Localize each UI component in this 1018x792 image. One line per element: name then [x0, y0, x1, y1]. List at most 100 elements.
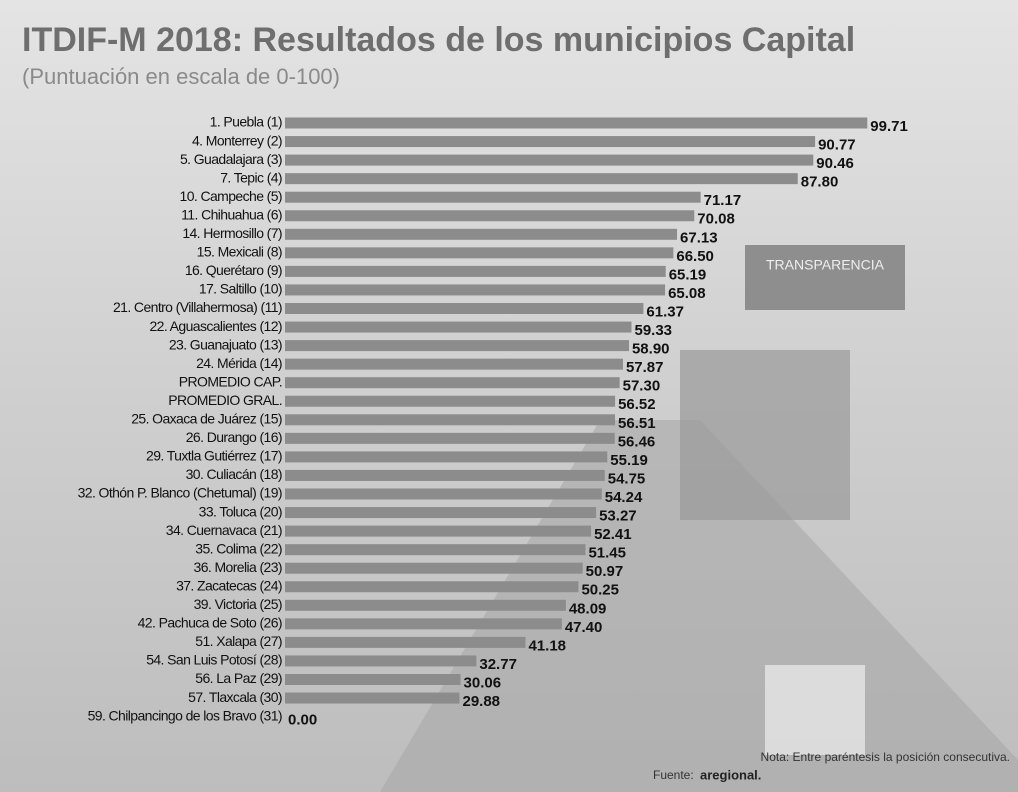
- category-label: 29. Tuxtla Gutiérrez (17): [146, 448, 282, 464]
- category-label: 22. Aguascalientes (12): [149, 318, 282, 334]
- bar: [285, 340, 629, 351]
- category-label: 24. Mérida (14): [196, 355, 282, 371]
- value-label: 56.46: [618, 433, 656, 450]
- bar: [285, 655, 476, 666]
- value-label: 99.71: [870, 118, 908, 135]
- value-label: 47.40: [565, 619, 603, 636]
- bar: [285, 396, 615, 407]
- chart: TRANSPARENCIA ITDIF-M 2018: Resultados d…: [0, 0, 1018, 792]
- sign-text: TRANSPARENCIA: [766, 257, 885, 273]
- value-label: 32.77: [479, 656, 517, 673]
- value-label: 57.87: [626, 359, 664, 376]
- bar: [285, 414, 615, 425]
- category-label: PROMEDIO CAP.: [179, 373, 282, 389]
- bar: [285, 693, 459, 704]
- bar: [285, 247, 673, 258]
- value-label: 70.08: [697, 211, 735, 228]
- bar: [285, 173, 798, 184]
- value-label: 53.27: [599, 508, 637, 525]
- note: Nota: Entre paréntesis la posición conse…: [761, 750, 1010, 764]
- value-label: 90.77: [818, 137, 856, 154]
- category-label: 7. Tepic (4): [220, 169, 282, 185]
- source: aregional.: [700, 767, 761, 782]
- truck: [680, 350, 850, 520]
- value-label: 61.37: [646, 303, 684, 320]
- category-label: 23. Guanajuato (13): [169, 336, 282, 352]
- value-label: 59.33: [634, 322, 672, 339]
- value-label: 56.52: [618, 396, 656, 413]
- value-label: 55.19: [610, 452, 648, 469]
- category-label: 42. Pachuca de Soto (26): [138, 615, 282, 631]
- value-label: 0.00: [288, 712, 317, 729]
- category-label: 4. Monterrey (2): [192, 132, 282, 148]
- value-label: 29.88: [462, 693, 500, 710]
- bar: [285, 377, 620, 388]
- bar: [285, 303, 643, 314]
- bar: [285, 359, 623, 370]
- bar: [285, 618, 562, 629]
- chart-title: ITDIF-M 2018: Resultados de los municipi…: [22, 21, 855, 59]
- bar: [285, 526, 591, 537]
- bar: [285, 229, 677, 240]
- value-label: 56.51: [618, 415, 656, 432]
- value-label: 71.17: [704, 192, 742, 209]
- bar: [285, 210, 694, 221]
- category-label: 26. Durango (16): [186, 429, 282, 445]
- value-label: 67.13: [680, 229, 718, 246]
- value-label: 54.75: [608, 470, 646, 487]
- category-label: 35. Colima (22): [195, 540, 282, 556]
- value-label: 30.06: [464, 674, 502, 691]
- bar: [285, 451, 607, 462]
- bar: [285, 118, 867, 129]
- value-label: 58.90: [632, 341, 670, 358]
- value-label: 50.97: [586, 563, 624, 580]
- value-label: 65.19: [669, 266, 707, 283]
- category-label: 1. Puebla (1): [210, 114, 282, 130]
- category-label: 25. Oaxaca de Juárez (15): [131, 411, 282, 427]
- value-label: 50.25: [581, 582, 619, 599]
- category-label: 16. Querétaro (9): [185, 262, 282, 278]
- bar: [285, 489, 602, 500]
- bar: [285, 674, 461, 685]
- category-label: 17. Saltillo (10): [199, 281, 282, 297]
- value-label: 41.18: [528, 637, 566, 654]
- source-label: Fuente:: [653, 768, 694, 782]
- bar: [285, 433, 615, 444]
- category-label: 51. Xalapa (27): [195, 633, 282, 649]
- category-label: 36. Morelia (23): [194, 559, 282, 575]
- bar: [285, 322, 631, 333]
- category-label: 32. Othón P. Blanco (Chetumal) (19): [78, 485, 282, 501]
- value-label: 48.09: [569, 600, 607, 617]
- category-label: 37. Zacatecas (24): [176, 577, 282, 593]
- value-label: 65.08: [668, 285, 706, 302]
- category-label: 10. Campeche (5): [180, 188, 282, 204]
- value-label: 57.30: [623, 378, 661, 395]
- category-label: 5. Guadalajara (3): [180, 151, 282, 167]
- value-label: 90.46: [816, 155, 854, 172]
- category-label: 57. Tlaxcala (30): [188, 689, 282, 705]
- category-label: PROMEDIO GRAL.: [168, 392, 282, 408]
- category-label: 21. Centro (Villahermosa) (11): [113, 299, 282, 315]
- category-label: 14. Hermosillo (7): [182, 225, 282, 241]
- category-label: 39. Victoria (25): [194, 596, 282, 612]
- bar: [285, 192, 701, 203]
- category-label: 59. Chilpancingo de los Bravo (31): [88, 707, 282, 723]
- value-label: 51.45: [588, 545, 626, 562]
- bar: [285, 544, 585, 555]
- bar: [285, 581, 578, 592]
- category-label: 54. San Luis Potosí (28): [146, 652, 282, 668]
- value-label: 54.24: [605, 489, 643, 506]
- category-label: 34. Cuernavaca (21): [166, 522, 282, 538]
- category-label: 56. La Paz (29): [195, 670, 282, 686]
- car: [765, 665, 865, 755]
- category-label: 15. Mexicali (8): [197, 244, 282, 260]
- bar: [285, 470, 605, 481]
- bar: [285, 563, 583, 574]
- bar: [285, 136, 815, 147]
- sign: [745, 245, 905, 310]
- value-label: 66.50: [676, 248, 714, 265]
- bar: [285, 155, 813, 166]
- bar: [285, 266, 666, 277]
- category-label: 30. Culiacán (18): [186, 466, 282, 482]
- category-label: 33. Toluca (20): [199, 503, 282, 519]
